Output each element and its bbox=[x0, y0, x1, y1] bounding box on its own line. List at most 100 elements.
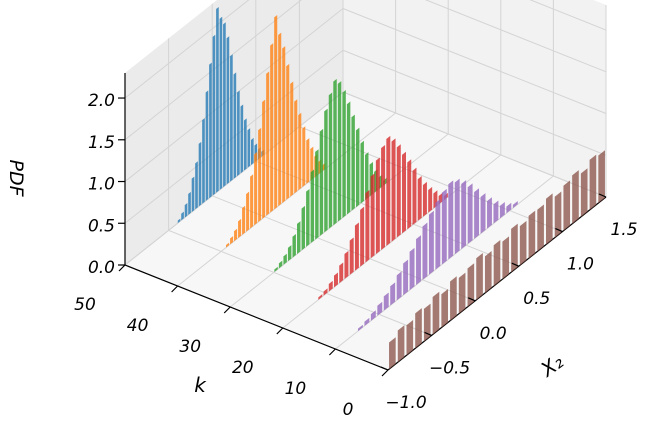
y-tick-mark bbox=[381, 369, 389, 377]
x-tick-mark bbox=[598, 193, 607, 198]
bar bbox=[230, 54, 233, 182]
bar bbox=[339, 262, 344, 284]
bar bbox=[266, 71, 270, 216]
right-pane bbox=[343, 0, 606, 197]
bar bbox=[461, 180, 467, 250]
bar bbox=[205, 90, 209, 202]
y-tick-label: 50 bbox=[74, 295, 96, 315]
bar bbox=[240, 104, 244, 174]
bar bbox=[191, 176, 195, 213]
bar bbox=[572, 170, 579, 224]
bar bbox=[390, 282, 396, 306]
bar bbox=[234, 228, 238, 242]
bar bbox=[416, 235, 421, 285]
bar bbox=[506, 202, 512, 214]
bar bbox=[310, 169, 315, 244]
gridline bbox=[342, 8, 607, 114]
bar bbox=[546, 193, 553, 245]
bar bbox=[301, 205, 305, 251]
series-k30 bbox=[274, 78, 387, 272]
bar bbox=[223, 22, 226, 188]
x-tick-mark bbox=[555, 228, 563, 233]
z-tick-label: 2.0 bbox=[88, 91, 115, 111]
x-axis-label: X₂ bbox=[535, 349, 567, 382]
bar bbox=[423, 303, 431, 342]
x-tick-label: 1.5 bbox=[610, 220, 637, 240]
bar bbox=[297, 221, 301, 254]
bar bbox=[383, 292, 389, 311]
bar bbox=[244, 118, 247, 171]
y-axis-line bbox=[124, 264, 389, 371]
bar bbox=[250, 174, 254, 229]
gridline bbox=[342, 91, 607, 198]
bar bbox=[528, 210, 536, 259]
bar bbox=[250, 137, 254, 166]
bar bbox=[406, 320, 414, 356]
bar bbox=[386, 135, 391, 246]
bar bbox=[262, 99, 266, 219]
bar bbox=[302, 126, 306, 188]
bar bbox=[381, 144, 386, 250]
bar bbox=[233, 72, 237, 179]
bar bbox=[177, 218, 181, 224]
bar bbox=[389, 337, 396, 370]
bar bbox=[435, 198, 441, 270]
bar bbox=[346, 101, 351, 215]
bar bbox=[286, 63, 290, 200]
bar bbox=[428, 186, 433, 213]
bar bbox=[290, 81, 294, 197]
bar bbox=[441, 288, 448, 328]
bar bbox=[493, 200, 499, 224]
bar bbox=[306, 138, 310, 184]
bar bbox=[181, 211, 184, 221]
bar bbox=[342, 90, 346, 218]
bar bbox=[467, 263, 475, 307]
y-tick-label: 10 bbox=[285, 379, 307, 399]
bar bbox=[334, 272, 338, 288]
bar bbox=[458, 272, 466, 314]
bar bbox=[344, 250, 349, 280]
bar bbox=[270, 43, 274, 213]
bar bbox=[365, 152, 369, 201]
bar bbox=[563, 180, 571, 231]
bar bbox=[349, 237, 354, 275]
gridline bbox=[529, 0, 607, 31]
bar bbox=[403, 259, 409, 296]
bar bbox=[226, 242, 230, 248]
bar bbox=[278, 32, 282, 207]
bar bbox=[450, 276, 457, 321]
bar bbox=[370, 173, 375, 259]
bar bbox=[258, 127, 262, 223]
bar bbox=[391, 138, 396, 242]
bar bbox=[364, 317, 370, 326]
z-tick-label: 1.0 bbox=[88, 175, 115, 195]
bar bbox=[375, 157, 380, 255]
bar bbox=[274, 266, 278, 272]
bar bbox=[198, 141, 202, 207]
y-tick-mark bbox=[223, 306, 231, 314]
gridline bbox=[124, 0, 250, 99]
z-tick-label: 0.0 bbox=[88, 258, 115, 278]
bar bbox=[274, 14, 278, 210]
y-tick-mark bbox=[171, 285, 179, 293]
bar bbox=[278, 260, 283, 269]
bar bbox=[219, 16, 223, 190]
x-tick-mark bbox=[511, 262, 520, 267]
ticks: −1.0−0.5 0.0 0.5 1.0 1.5 0 10 20 30 40 50 0.0 0.5 1.0… bbox=[74, 91, 637, 420]
bar bbox=[230, 236, 234, 245]
gridline bbox=[124, 0, 302, 141]
bar bbox=[306, 188, 310, 247]
histogram-bars bbox=[177, 6, 605, 370]
bar bbox=[512, 200, 518, 209]
bar bbox=[480, 193, 486, 234]
bar bbox=[412, 167, 417, 226]
gridline bbox=[229, 133, 449, 308]
bar bbox=[351, 114, 355, 211]
bar bbox=[298, 112, 302, 191]
bar bbox=[417, 176, 422, 221]
bar bbox=[184, 202, 188, 218]
bar bbox=[407, 159, 412, 230]
bar bbox=[294, 99, 298, 194]
gridline bbox=[424, 0, 607, 73]
bar bbox=[237, 90, 240, 177]
